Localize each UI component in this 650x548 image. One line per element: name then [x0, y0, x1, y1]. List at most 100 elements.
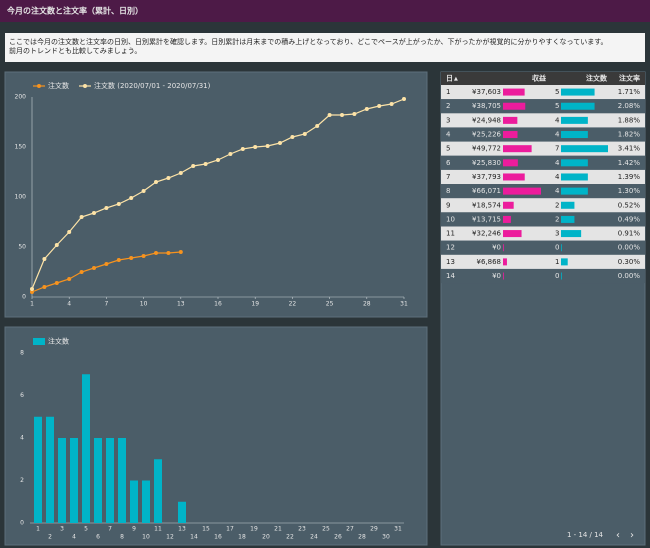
bar: [94, 438, 102, 523]
y-tick-label: 50: [18, 244, 26, 251]
x-tick-label: 1: [36, 526, 40, 533]
data-point: [42, 257, 47, 261]
sort-arrow[interactable]: ▲: [454, 76, 458, 82]
x-tick-label: 16: [214, 534, 222, 541]
orders-bar: [561, 88, 595, 96]
data-point: [104, 206, 109, 210]
data-point: [92, 211, 96, 215]
x-tick-label: 1: [30, 301, 34, 308]
data-point: [352, 112, 357, 116]
data-point: [191, 164, 196, 168]
cell-orders: 5: [555, 102, 559, 110]
revenue-bar: [503, 88, 525, 96]
y-tick-label: 200: [15, 94, 27, 101]
orders-bar: [561, 116, 588, 124]
x-tick-label: 22: [289, 301, 297, 308]
x-tick-label: 5: [84, 526, 88, 533]
data-point: [216, 158, 220, 162]
cell-orders: 3: [555, 230, 559, 238]
data-point: [178, 171, 183, 175]
cell-day: 5: [446, 145, 450, 153]
legend-label: 注文数: [48, 81, 69, 90]
header-title: 今月の注文数と注文率（累計、日別）: [6, 6, 143, 16]
cell-rate: 1.30%: [618, 187, 641, 195]
data-point: [377, 104, 382, 108]
data-point: [116, 258, 121, 262]
x-tick-label: 26: [334, 534, 342, 541]
cell-orders: 4: [555, 187, 560, 195]
x-tick-label: 13: [177, 301, 185, 308]
data-point: [30, 290, 34, 294]
cell-orders: 5: [555, 88, 559, 96]
cell-revenue: ¥24,948: [472, 116, 501, 124]
bar: [106, 438, 114, 523]
table-row: [441, 155, 645, 170]
prev-page[interactable]: ‹: [616, 530, 620, 541]
x-tick-label: 28: [358, 534, 366, 541]
y-tick-label: 0: [20, 520, 24, 527]
bar: [46, 416, 54, 523]
orders-bar: [561, 159, 588, 167]
bar: [130, 480, 138, 523]
cell-revenue: ¥0: [492, 272, 501, 280]
bar: [70, 438, 78, 523]
cell-rate: 1.82%: [618, 131, 641, 139]
data-point: [129, 256, 134, 260]
revenue-bar: [503, 201, 514, 209]
cell-orders: 4: [555, 173, 560, 181]
description-line: ここでは今月の注文数と注文率の日別、日別累計を確認します。日別累計は月末までの積…: [9, 37, 608, 46]
table-row: [441, 226, 645, 241]
column-header: 収益: [532, 74, 547, 83]
revenue-bar: [503, 215, 511, 223]
data-point: [79, 270, 84, 274]
data-point: [116, 202, 121, 206]
data-point: [67, 277, 72, 281]
y-tick-label: 4: [20, 435, 24, 442]
x-tick-label: 11: [154, 526, 162, 533]
column-header: 日: [446, 75, 453, 83]
cell-rate: 1.42%: [618, 159, 641, 167]
bar: [58, 438, 66, 523]
bar: [118, 438, 126, 523]
data-point: [104, 262, 109, 266]
x-tick-label: 10: [142, 534, 150, 541]
revenue-bar: [503, 230, 522, 238]
data-point: [178, 250, 183, 254]
data-point: [228, 152, 233, 156]
table-row: [441, 127, 645, 142]
bar: [178, 501, 186, 523]
data-point: [154, 180, 158, 184]
legend-dot: [37, 84, 41, 88]
y-tick-label: 0: [22, 294, 26, 301]
cell-rate: 0.49%: [618, 215, 641, 223]
cell-revenue: ¥37,793: [472, 173, 501, 181]
bar-chart-panel: [4, 326, 428, 546]
data-point: [141, 189, 146, 193]
x-tick-label: 21: [274, 526, 282, 533]
x-tick-label: 9: [132, 526, 136, 533]
bar: [82, 374, 90, 523]
cell-orders: 2: [555, 201, 559, 209]
orders-bar: [561, 244, 562, 252]
cell-rate: 0.00%: [618, 272, 641, 280]
cell-revenue: ¥25,226: [472, 131, 501, 139]
y-tick-label: 2: [20, 477, 24, 484]
orders-bar: [561, 258, 568, 266]
cell-revenue: ¥49,772: [472, 145, 501, 153]
cell-day: 13: [446, 258, 455, 266]
cell-orders: 7: [555, 145, 559, 153]
cell-orders: 2: [555, 215, 559, 223]
cell-day: 14: [446, 272, 455, 280]
revenue-bar: [503, 173, 525, 181]
x-tick-label: 29: [370, 526, 378, 533]
table-row: [441, 198, 645, 213]
cell-revenue: ¥13,715: [472, 215, 501, 223]
orders-bar: [561, 131, 588, 139]
x-tick-label: 2: [48, 534, 52, 541]
orders-bar: [561, 187, 588, 195]
table-row: [441, 254, 645, 269]
x-tick-label: 16: [214, 301, 222, 308]
cell-orders: 0: [555, 272, 559, 280]
next-page[interactable]: ›: [630, 530, 634, 541]
